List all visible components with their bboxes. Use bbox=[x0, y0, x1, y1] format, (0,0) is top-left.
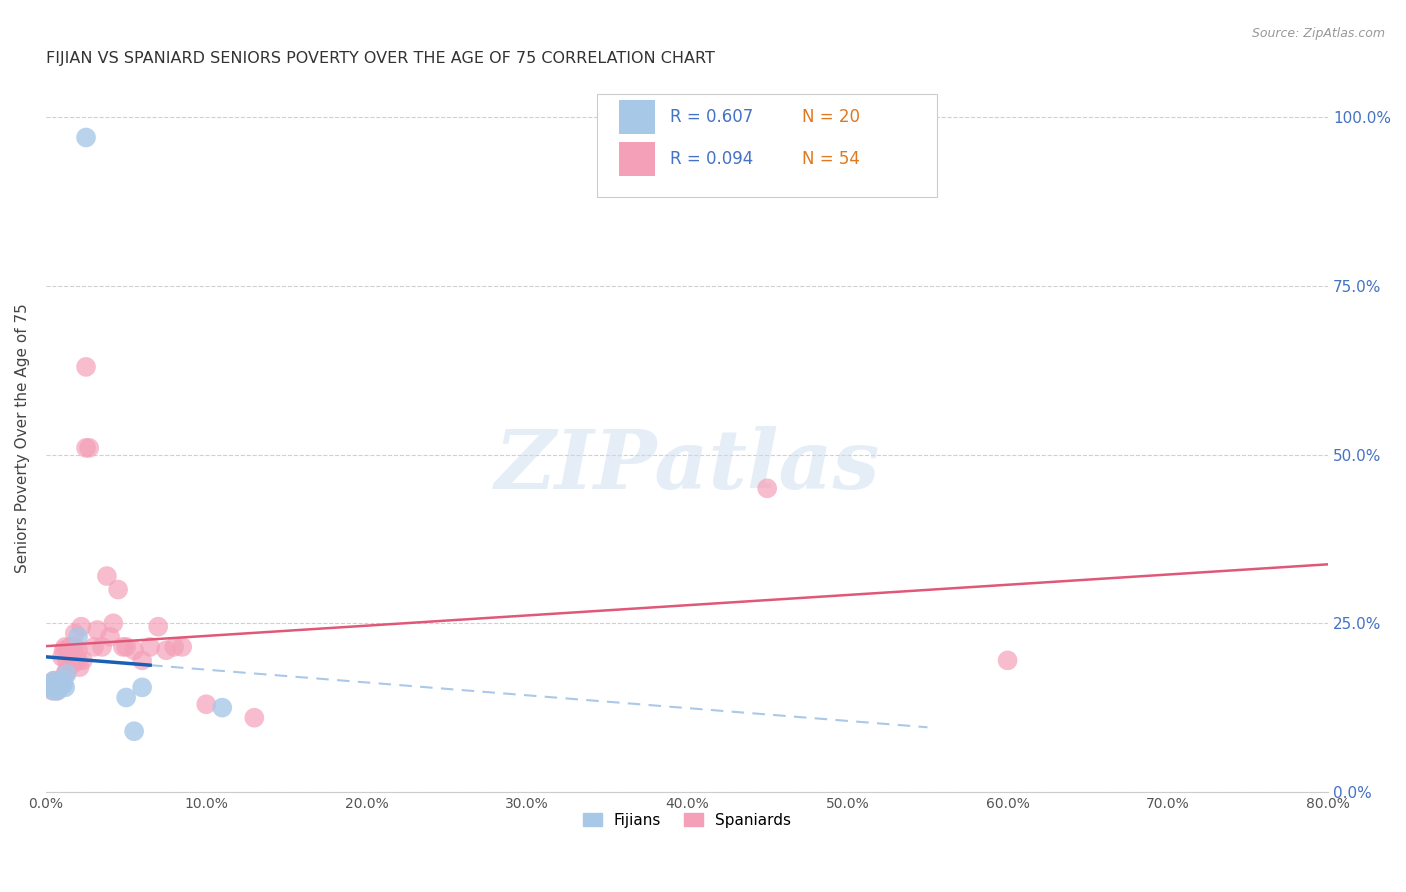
Point bbox=[48, 681, 70, 695]
Point bbox=[107, 582, 129, 597]
Point bbox=[75, 130, 97, 145]
Point bbox=[46, 683, 69, 698]
Point bbox=[63, 626, 86, 640]
Point bbox=[45, 681, 67, 695]
Point bbox=[48, 681, 70, 695]
Point bbox=[53, 666, 76, 681]
Point bbox=[77, 441, 100, 455]
Point bbox=[63, 640, 86, 654]
Point bbox=[66, 643, 89, 657]
Text: R = 0.094: R = 0.094 bbox=[671, 150, 754, 168]
Point bbox=[69, 660, 91, 674]
Text: N = 54: N = 54 bbox=[803, 150, 860, 168]
Point bbox=[131, 653, 153, 667]
Legend: Fijians, Spaniards: Fijians, Spaniards bbox=[578, 806, 797, 834]
Point bbox=[59, 653, 82, 667]
Point bbox=[52, 643, 75, 657]
Text: R = 0.607: R = 0.607 bbox=[671, 108, 754, 126]
Point bbox=[172, 640, 194, 654]
Point bbox=[75, 441, 97, 455]
Text: Source: ZipAtlas.com: Source: ZipAtlas.com bbox=[1251, 27, 1385, 40]
Point bbox=[98, 630, 121, 644]
Point bbox=[49, 673, 72, 688]
FancyBboxPatch shape bbox=[619, 100, 655, 134]
Point bbox=[243, 711, 266, 725]
Point bbox=[42, 681, 65, 695]
Point bbox=[155, 643, 177, 657]
Point bbox=[56, 664, 79, 678]
Text: FIJIAN VS SPANIARD SENIORS POVERTY OVER THE AGE OF 75 CORRELATION CHART: FIJIAN VS SPANIARD SENIORS POVERTY OVER … bbox=[46, 51, 714, 66]
Point bbox=[75, 359, 97, 374]
Point bbox=[39, 677, 62, 691]
Point bbox=[48, 673, 70, 688]
Point bbox=[66, 653, 89, 667]
Point bbox=[41, 681, 63, 695]
Point bbox=[115, 690, 138, 705]
FancyBboxPatch shape bbox=[598, 95, 936, 197]
Point bbox=[115, 640, 138, 654]
Point bbox=[51, 677, 73, 691]
Point bbox=[997, 653, 1019, 667]
Point bbox=[45, 681, 67, 695]
Point bbox=[62, 643, 84, 657]
Point bbox=[60, 640, 83, 654]
Point bbox=[56, 653, 79, 667]
Point bbox=[111, 640, 134, 654]
Point bbox=[86, 623, 108, 637]
Text: ZIPatlas: ZIPatlas bbox=[495, 426, 880, 506]
Point bbox=[103, 616, 125, 631]
Point bbox=[39, 681, 62, 695]
Point bbox=[42, 673, 65, 688]
Point bbox=[122, 724, 145, 739]
Point bbox=[41, 683, 63, 698]
Point bbox=[53, 681, 76, 695]
Point bbox=[49, 681, 72, 695]
Point bbox=[53, 640, 76, 654]
Point bbox=[756, 481, 779, 495]
Point bbox=[46, 677, 69, 691]
Point bbox=[52, 677, 75, 691]
Point bbox=[51, 673, 73, 688]
Point bbox=[56, 666, 79, 681]
Y-axis label: Seniors Poverty Over the Age of 75: Seniors Poverty Over the Age of 75 bbox=[15, 303, 30, 573]
Point bbox=[70, 620, 93, 634]
Point bbox=[163, 640, 186, 654]
Text: N = 20: N = 20 bbox=[803, 108, 860, 126]
Point bbox=[146, 620, 169, 634]
Point bbox=[38, 681, 60, 695]
Point bbox=[66, 630, 89, 644]
Point bbox=[46, 683, 69, 698]
Point bbox=[96, 569, 118, 583]
Point bbox=[51, 650, 73, 665]
Point bbox=[59, 640, 82, 654]
Point bbox=[122, 643, 145, 657]
Point bbox=[195, 698, 218, 712]
Point bbox=[83, 640, 105, 654]
Point bbox=[65, 650, 87, 665]
Point bbox=[72, 653, 94, 667]
Point bbox=[58, 643, 80, 657]
Point bbox=[62, 657, 84, 671]
Point bbox=[131, 681, 153, 695]
Point bbox=[139, 640, 162, 654]
Point bbox=[91, 640, 114, 654]
Point bbox=[46, 677, 69, 691]
Point bbox=[42, 673, 65, 688]
Point bbox=[42, 683, 65, 698]
FancyBboxPatch shape bbox=[619, 142, 655, 176]
Point bbox=[211, 700, 233, 714]
